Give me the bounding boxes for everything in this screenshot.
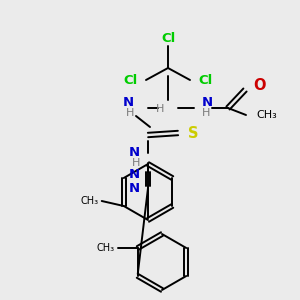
Text: CH₃: CH₃ xyxy=(256,110,277,120)
Text: H: H xyxy=(156,104,164,114)
Text: H: H xyxy=(132,158,140,168)
Text: CH₃: CH₃ xyxy=(81,196,99,206)
Text: N: N xyxy=(129,167,140,181)
Text: S: S xyxy=(188,127,199,142)
Text: O: O xyxy=(253,77,266,92)
Text: N: N xyxy=(129,182,140,194)
Text: Cl: Cl xyxy=(161,32,175,46)
Text: N: N xyxy=(123,97,134,110)
Text: Cl: Cl xyxy=(124,74,138,88)
Text: Cl: Cl xyxy=(198,74,212,88)
Text: H: H xyxy=(126,108,134,118)
Text: N: N xyxy=(129,146,140,160)
Text: CH₃: CH₃ xyxy=(97,243,115,253)
Text: H: H xyxy=(202,108,210,118)
Text: N: N xyxy=(202,97,213,110)
